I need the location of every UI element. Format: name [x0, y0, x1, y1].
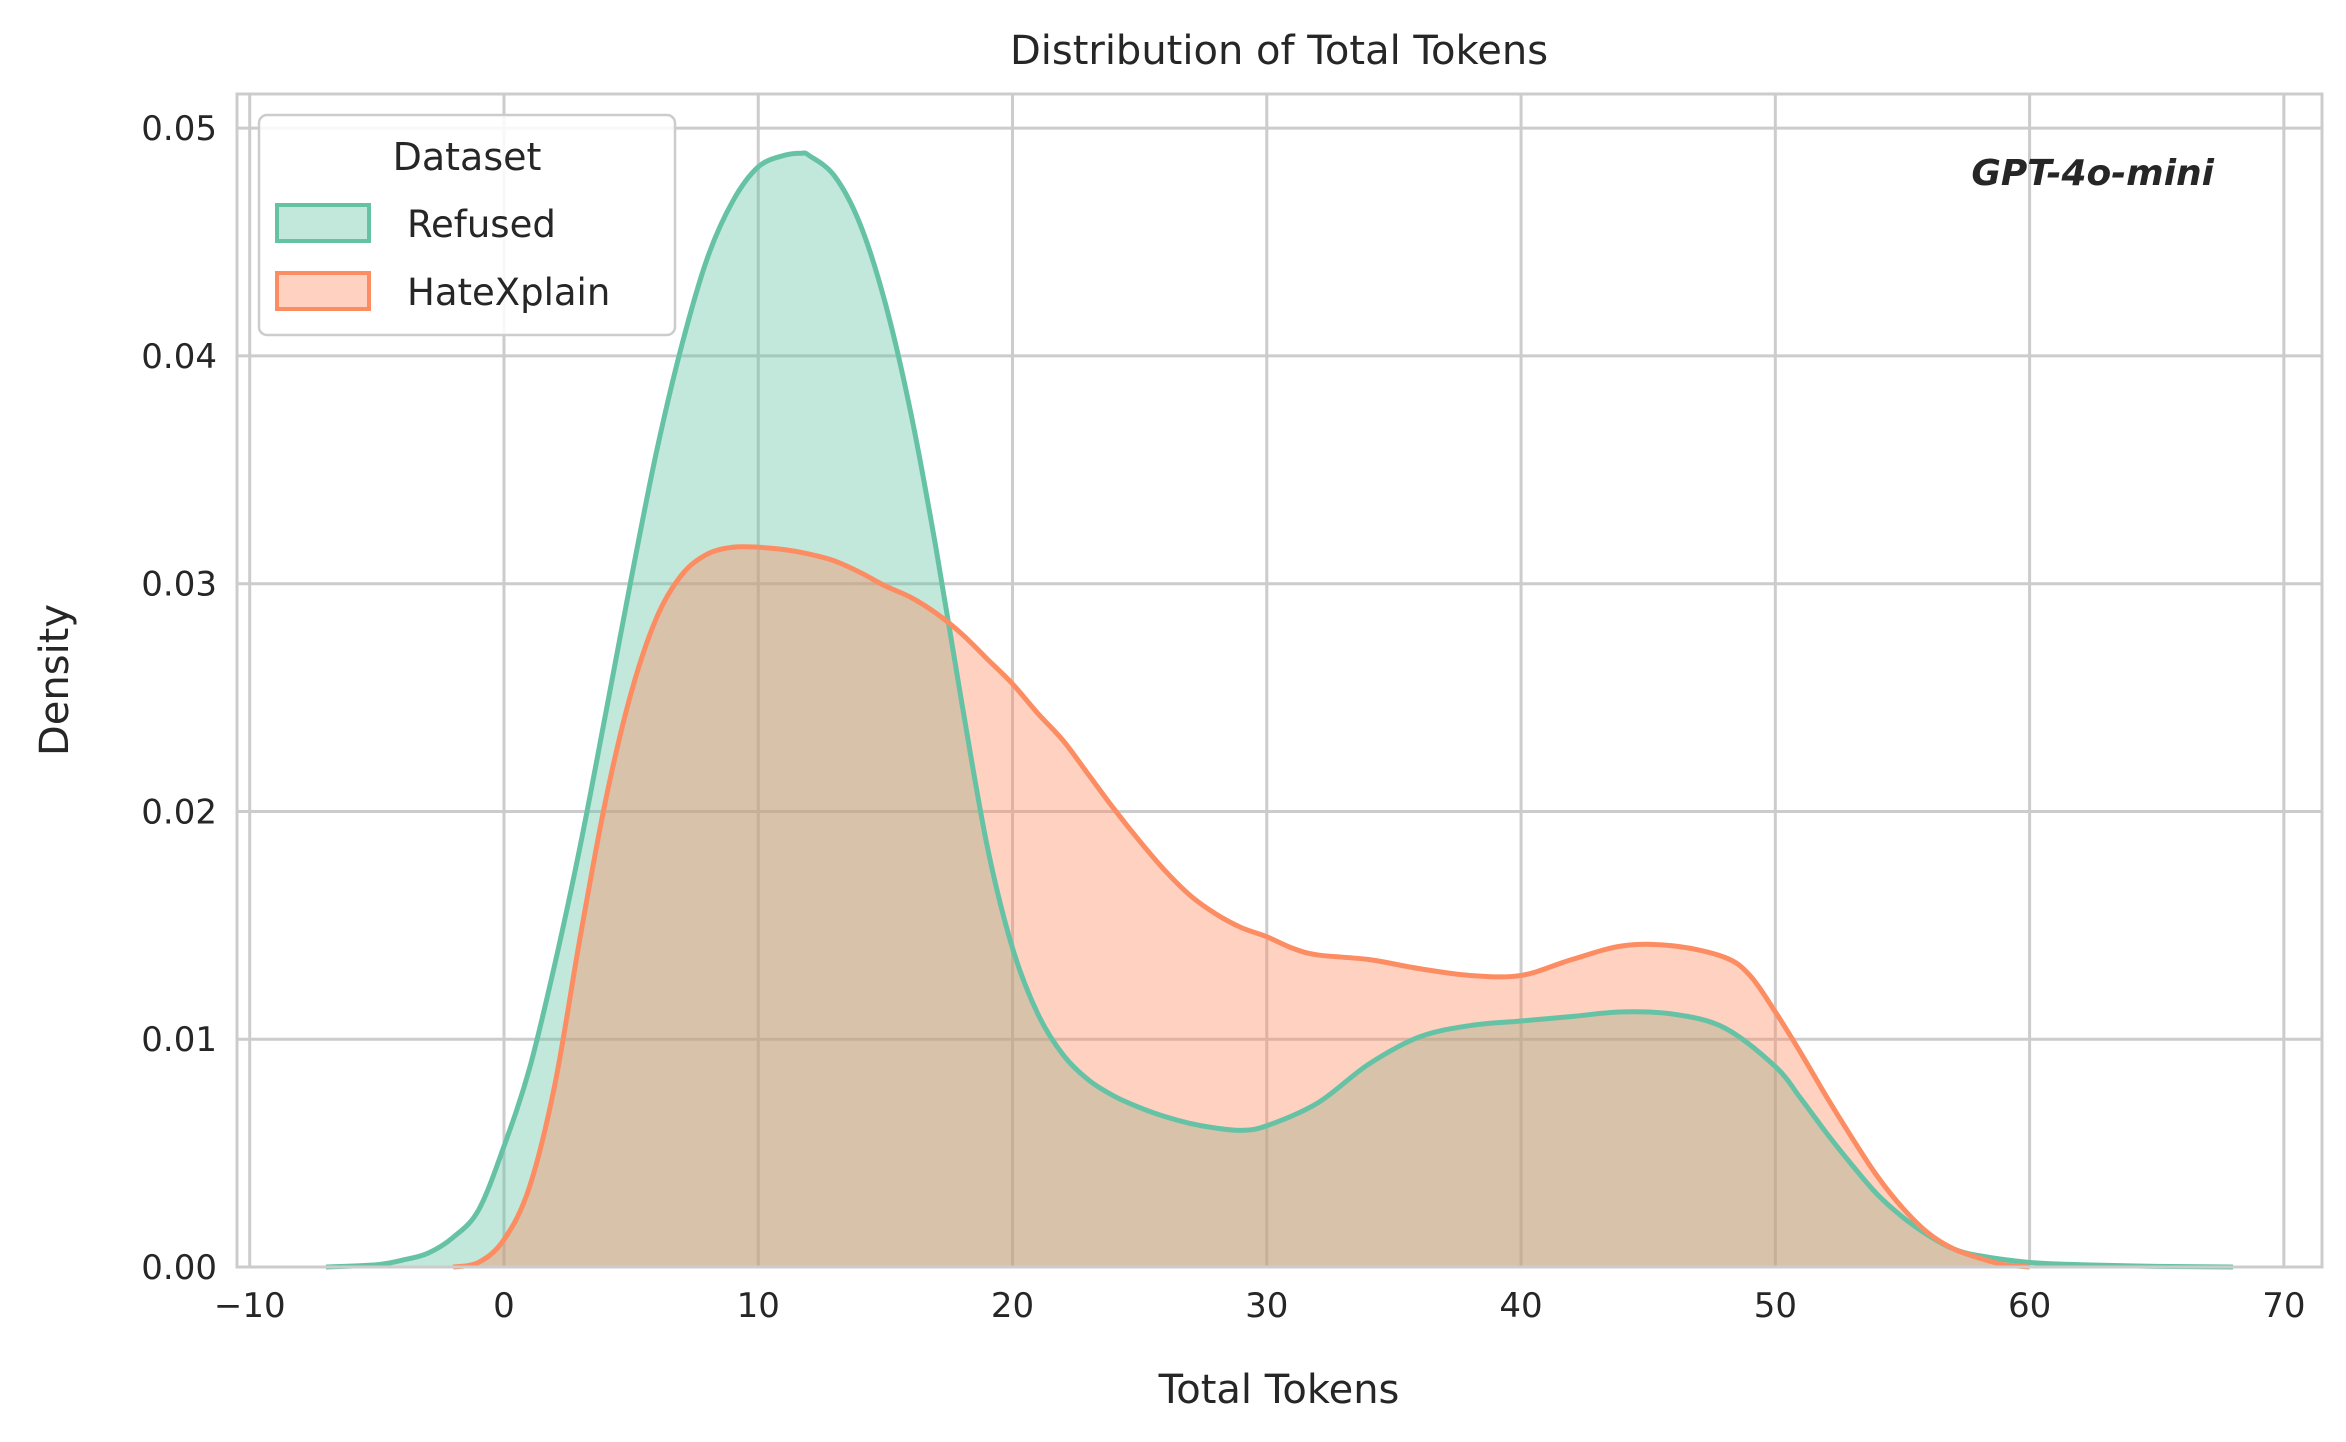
y-tick-label: 0.04	[141, 337, 217, 377]
x-tick-label: 70	[2262, 1286, 2305, 1326]
x-tick-label: 40	[1499, 1286, 1542, 1326]
legend-label-hatexplain: HateXplain	[407, 271, 610, 314]
y-axis-title: Density	[32, 604, 78, 756]
area-hatexplain	[453, 546, 2030, 1267]
y-tick-labels: 0.00 0.01 0.02 0.03 0.04 0.05	[141, 109, 217, 1288]
area-refused	[325, 152, 2234, 1267]
x-tick-label: 30	[1245, 1286, 1288, 1326]
x-tick-label: −10	[214, 1286, 286, 1326]
y-tick-label: 0.02	[141, 792, 217, 832]
legend-swatch-hatexplain	[275, 271, 371, 311]
x-tick-label: 10	[737, 1286, 780, 1326]
x-tick-labels: −10 0 10 20 30 40 50 60 70	[214, 1286, 2306, 1326]
plot-frame	[235, 92, 2324, 1269]
chart-title: Distribution of Total Tokens	[1010, 28, 1548, 74]
density-areas	[325, 152, 2234, 1267]
y-tick-label: 0.05	[141, 109, 217, 149]
y-tick-label: 0.00	[141, 1248, 217, 1288]
legend-label-refused: Refused	[407, 203, 556, 246]
legend-swatch-refused	[275, 203, 371, 243]
x-tick-label: 20	[991, 1286, 1034, 1326]
x-tick-label: 0	[493, 1286, 515, 1326]
y-tick-label: 0.03	[141, 565, 217, 605]
line-hatexplain	[452, 544, 2030, 1270]
x-axis-title: Total Tokens	[1158, 1367, 1400, 1413]
legend: Dataset Refused HateXplain	[257, 113, 677, 337]
model-annotation: GPT-4o-mini	[1971, 153, 2214, 194]
density-lines	[325, 150, 2234, 1270]
legend-title: Dataset	[393, 135, 542, 179]
x-tick-label: 50	[1754, 1286, 1797, 1326]
y-tick-label: 0.01	[141, 1020, 217, 1060]
x-tick-label: 60	[2008, 1286, 2051, 1326]
line-refused	[325, 150, 2234, 1270]
legend-box	[257, 113, 677, 337]
